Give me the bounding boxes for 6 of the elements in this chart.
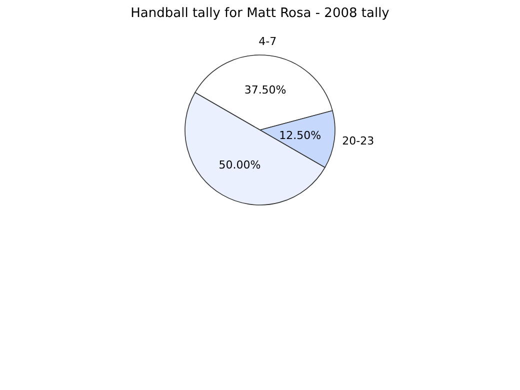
chart-title: Handball tally for Matt Rosa - 2008 tally <box>130 6 390 21</box>
data-label: 12.50% <box>279 128 322 142</box>
data-label: 50.00% <box>218 158 261 172</box>
slice-label: 20-23 <box>342 134 374 148</box>
data-label: 37.50% <box>244 83 286 96</box>
slice-label: 4-7 <box>258 34 277 48</box>
